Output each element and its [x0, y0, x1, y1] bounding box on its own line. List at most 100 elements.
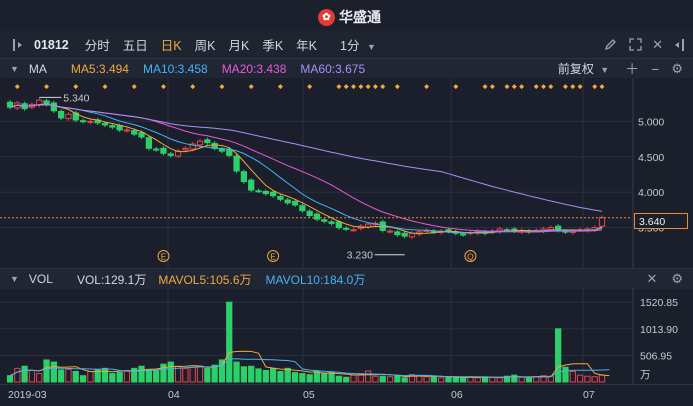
x-tick: 04: [168, 389, 180, 401]
tab-yearly-k[interactable]: 年K: [296, 39, 318, 53]
candle: [350, 229, 357, 232]
gear-icon[interactable]: ⚙: [671, 60, 683, 76]
volume-bar: [598, 374, 606, 383]
event-dot: [190, 84, 196, 90]
volume-bar: [438, 377, 445, 383]
volume-bar: [167, 361, 174, 383]
volume-chart[interactable]: 1520.85 1013.90 506.95 万: [0, 288, 693, 384]
candle: [262, 190, 269, 195]
gear-icon[interactable]: ⚙: [671, 271, 683, 286]
collapse-icon[interactable]: ▼: [10, 274, 19, 284]
candle: [50, 102, 57, 112]
volume-bar: [182, 367, 189, 383]
tab-intraday[interactable]: 分时: [84, 39, 110, 53]
event-dot: [365, 84, 371, 90]
event-dot: [343, 84, 349, 90]
add-indicator-icon[interactable]: ＋: [625, 60, 640, 77]
candle: [160, 147, 167, 154]
volume-bar: [350, 374, 357, 383]
event-dot: [548, 84, 554, 90]
close-icon[interactable]: ✕: [646, 271, 658, 286]
adjust-dropdown[interactable]: 前复权 ▼: [558, 60, 609, 77]
volume-bar: [584, 375, 591, 383]
volume-bar: [460, 377, 467, 383]
event-dot: [424, 84, 430, 90]
tab-weekly-k[interactable]: 周K: [194, 39, 216, 53]
layout-toggle-icon[interactable]: [12, 38, 24, 52]
volume-bar: [430, 375, 438, 383]
tab-quarterly-k[interactable]: 季K: [262, 39, 284, 53]
event-dot: [592, 84, 598, 90]
volume-bar: [255, 368, 262, 383]
mavol5-value: MAVOL5:105.6万: [158, 272, 252, 287]
event-dot: [358, 84, 364, 90]
ma-indicator-bar: ▼ MA MA5:3.494 MA10:3.458 MA20:3.438 MA6…: [0, 59, 693, 78]
volume-bar: [284, 367, 291, 383]
vol-label[interactable]: VOL: [28, 272, 53, 286]
event-dot: [511, 84, 517, 90]
volume-bar: [379, 375, 386, 383]
close-icon[interactable]: ✕: [652, 36, 663, 52]
volume-bar: [21, 365, 28, 383]
x-tick: 2019-03: [8, 389, 47, 401]
candle: [87, 120, 94, 123]
volume-bar: [28, 369, 36, 383]
volume-bar: [299, 373, 306, 383]
volume-bar: [87, 371, 94, 383]
candle: [299, 205, 306, 212]
event-dot: [372, 84, 378, 90]
volume-bar: [423, 376, 430, 383]
candle: [218, 148, 226, 152]
candle: [269, 191, 277, 197]
fullscreen-icon[interactable]: [629, 38, 642, 51]
candle: [313, 213, 321, 220]
collapse-icon[interactable]: ▼: [10, 63, 19, 74]
volume-bar: [160, 363, 167, 383]
candle: [189, 143, 196, 150]
minus-icon[interactable]: −: [651, 60, 660, 77]
candle: [138, 132, 145, 138]
candle: [196, 140, 204, 146]
tab-minute-dropdown[interactable]: 1分 ▼: [340, 35, 376, 54]
volume-bar: [116, 372, 123, 383]
tab-daily-k[interactable]: 日K: [160, 39, 182, 53]
candle: [343, 227, 350, 230]
minute-label: 1分: [340, 39, 360, 53]
vol-value: VOL:129.1万: [76, 272, 147, 287]
volume-bar: [372, 375, 379, 383]
price-tick-label: 4.500: [638, 152, 664, 164]
tab-monthly-k[interactable]: 月K: [228, 39, 250, 53]
tab-five-day[interactable]: 五日: [122, 39, 148, 53]
event-dot: [394, 84, 400, 90]
candle: [109, 125, 116, 128]
candle: [306, 210, 313, 217]
volume-bar: [569, 371, 576, 383]
stock-code: 01812: [34, 37, 69, 52]
candle: [460, 233, 467, 236]
volume-bar: [14, 367, 21, 383]
price-tick-label: 5.000: [638, 116, 664, 128]
volume-bar: [153, 369, 160, 383]
volume-bar: [474, 377, 481, 383]
volume-tick-label: 1520.85: [640, 297, 678, 309]
candle: [364, 223, 372, 228]
ma-label[interactable]: MA: [28, 61, 47, 76]
ma60-line: [9, 104, 603, 212]
volume-bar: [204, 367, 211, 383]
high-marker-label: 5.340: [63, 92, 89, 104]
event-dot: [570, 84, 576, 90]
app-logo: ✿ 华盛通: [318, 7, 381, 27]
pen-icon[interactable]: [604, 38, 617, 51]
candle: [240, 171, 248, 183]
sidebar-icon[interactable]: [673, 38, 685, 52]
event-dot: [380, 84, 386, 90]
candle: [131, 130, 138, 135]
ma60-value: MA60:3.675: [300, 61, 366, 76]
candle: [167, 153, 174, 156]
event-dot: [541, 84, 547, 90]
chart-toolbar: 01812 分时 五日 日K 周K 月K 季K 年K 1分 ▼ ✕: [0, 31, 693, 59]
volume-bar: [489, 376, 496, 383]
ma10-value: MA10:3.458: [142, 61, 208, 76]
event-dot: [277, 84, 283, 90]
